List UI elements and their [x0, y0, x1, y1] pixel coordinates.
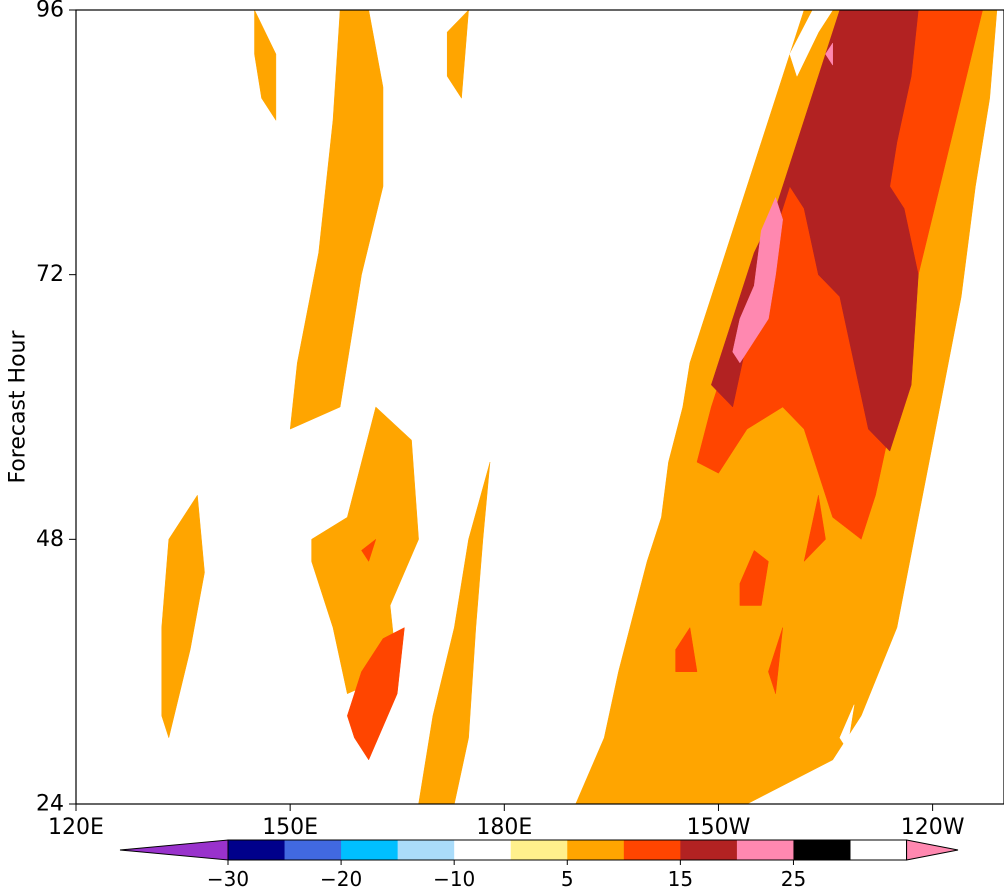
colorbar-bin	[284, 840, 342, 860]
colorbar-bin	[793, 840, 851, 860]
colorbar-bin	[736, 840, 794, 860]
contour-region--10-to--5-0	[76, 781, 120, 804]
colorbar-bin	[680, 840, 738, 860]
colorbar-tick-label: −20	[320, 867, 362, 891]
y-tick-label: 48	[36, 527, 64, 552]
y-tick-label: 96	[36, 0, 64, 23]
colorbar-bin	[397, 840, 455, 860]
contour-region-20-to-25-0	[732, 196, 783, 364]
x-tick-label: 150W	[687, 815, 751, 840]
contour-fills	[76, 10, 998, 804]
contour-region-10-to-15-3	[739, 550, 769, 606]
colorbar-bin	[228, 840, 286, 860]
x-tick-label: 150E	[262, 815, 318, 840]
contour-region-10-to-15-1	[347, 627, 405, 761]
colorbar-tick-label: 15	[668, 867, 693, 891]
x-tick-label: 120E	[48, 815, 104, 840]
contour-region-10-to-15-6	[361, 538, 377, 562]
contour-region-10-to-15-5	[803, 495, 826, 563]
contour-region-5-to-10-1	[418, 462, 491, 804]
colorbar-tick-label: −30	[207, 867, 249, 891]
contour-region-10-to-15-4	[675, 626, 698, 672]
contour-region-10-to-15-2	[768, 627, 783, 694]
contour-region-5-to-10-3	[289, 10, 384, 430]
plot-frame	[75, 9, 1004, 805]
colorbar-extend-high	[906, 839, 959, 861]
colorbar-bin	[567, 840, 625, 860]
contour-region--10-to--5-3	[175, 792, 191, 804]
contour-region--10-to--5-5	[525, 10, 541, 55]
x-tick-label: 120W	[901, 815, 965, 840]
x-axis: 120E 150E 180E 150W 120W	[48, 804, 965, 840]
contour-region--10-to--5-4	[118, 428, 134, 452]
contour-region--10-to--5-2	[839, 704, 855, 750]
x-tick-label: 180E	[476, 815, 532, 840]
y-tick-label: 24	[36, 792, 64, 817]
y-axis-title: Forecast Hour	[6, 330, 31, 484]
colorbar-tick-label: 25	[781, 867, 806, 891]
y-axis: 24 48 72 96	[36, 0, 76, 817]
contour-region--10-to--5-1	[789, 10, 833, 77]
contour-region-5-to-10-5	[254, 10, 277, 122]
colorbar: −30 −20 −10 5 15 25	[119, 839, 959, 891]
colorbar-tick-label: 5	[561, 867, 574, 891]
colorbar-tick-label: −10	[433, 867, 475, 891]
colorbar-bin	[341, 840, 399, 860]
y-tick-label: 72	[36, 262, 64, 287]
colorbar-bin	[510, 840, 568, 860]
contour-region-5-to-10-6	[446, 10, 469, 99]
contour-region-5-to-10-4	[161, 494, 205, 739]
contour-region-20-to-25-1	[825, 42, 833, 66]
colorbar-extend-low	[119, 839, 229, 861]
colorbar-bin	[623, 840, 681, 860]
colorbar-bin	[454, 840, 512, 860]
